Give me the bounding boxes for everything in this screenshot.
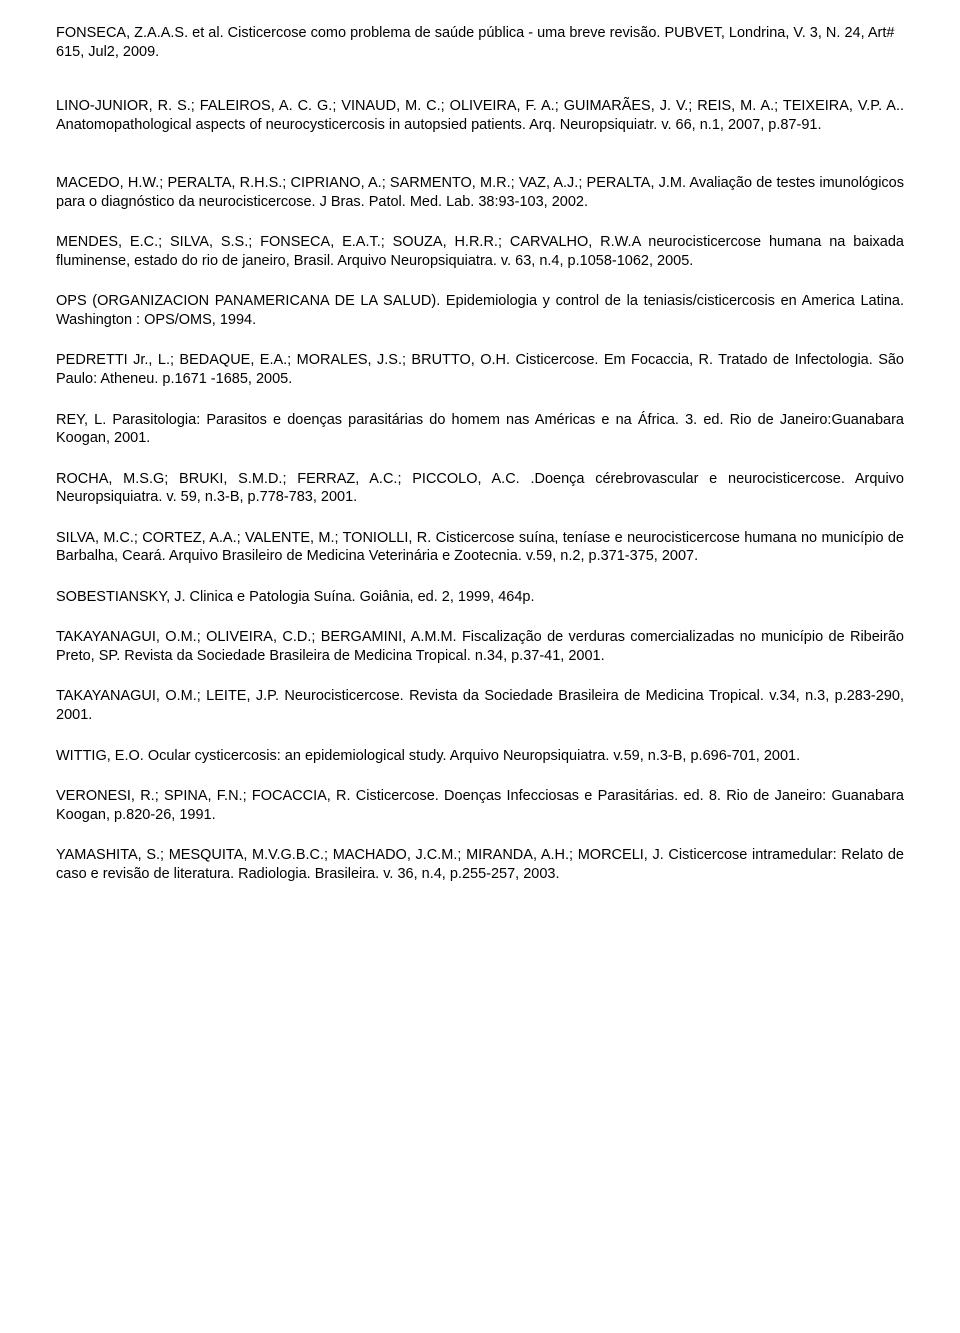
reference-entry: ROCHA, M.S.G; BRUKI, S.M.D.; FERRAZ, A.C… [56, 470, 904, 507]
reference-entry: LINO-JUNIOR, R. S.; FALEIROS, A. C. G.; … [56, 97, 904, 134]
reference-entry: TAKAYANAGUI, O.M.; LEITE, J.P. Neurocist… [56, 687, 904, 724]
reference-entry: MENDES, E.C.; SILVA, S.S.; FONSECA, E.A.… [56, 233, 904, 270]
reference-entry: MACEDO, H.W.; PERALTA, R.H.S.; CIPRIANO,… [56, 174, 904, 211]
references-list: LINO-JUNIOR, R. S.; FALEIROS, A. C. G.; … [56, 97, 904, 883]
reference-entry: PEDRETTI Jr., L.; BEDAQUE, E.A.; MORALES… [56, 351, 904, 388]
reference-entry: OPS (ORGANIZACION PANAMERICANA DE LA SAL… [56, 292, 904, 329]
page-header-citation: FONSECA, Z.A.A.S. et al. Cisticercose co… [56, 24, 904, 61]
reference-entry: VERONESI, R.; SPINA, F.N.; FOCACCIA, R. … [56, 787, 904, 824]
reference-entry: REY, L. Parasitologia: Parasitos e doenç… [56, 411, 904, 448]
reference-entry: SOBESTIANSKY, J. Clinica e Patologia Suí… [56, 588, 904, 607]
reference-entry: YAMASHITA, S.; MESQUITA, M.V.G.B.C.; MAC… [56, 846, 904, 883]
reference-entry: SILVA, M.C.; CORTEZ, A.A.; VALENTE, M.; … [56, 529, 904, 566]
reference-entry: WITTIG, E.O. Ocular cysticercosis: an ep… [56, 747, 904, 766]
reference-entry: TAKAYANAGUI, O.M.; OLIVEIRA, C.D.; BERGA… [56, 628, 904, 665]
